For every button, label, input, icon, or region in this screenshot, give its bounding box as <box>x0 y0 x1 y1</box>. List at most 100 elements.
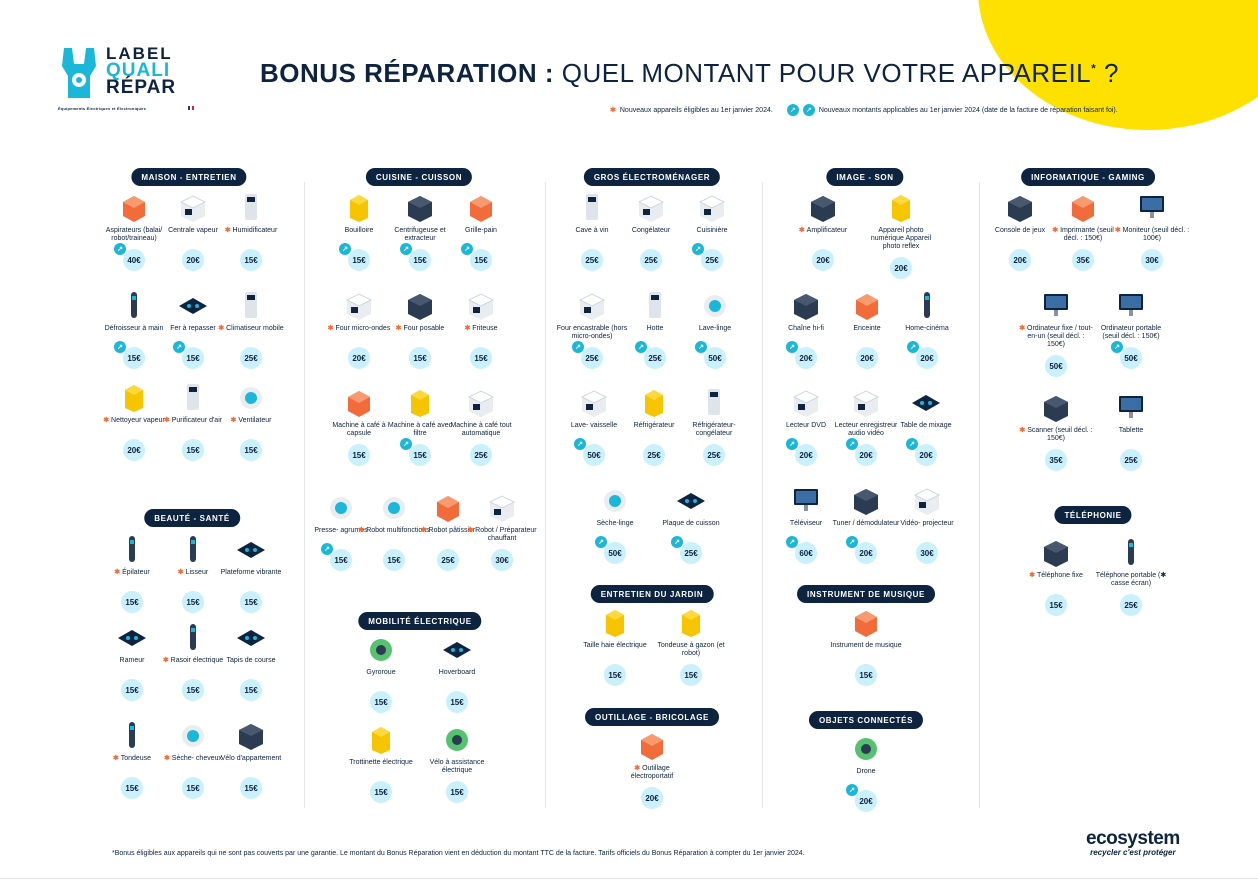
appliance-name: Téléphone portable (✱ casse écran) <box>1093 572 1169 588</box>
appliance-card: Réfrigérateur- congélateur 25€ <box>676 385 752 466</box>
appliance-name: ✱ Téléphone fixe <box>1018 572 1094 588</box>
air-purifier-icon <box>187 384 199 410</box>
appliance-card: Centrifugeuse et extracteur 15€ ↗ <box>382 190 458 271</box>
appliance-name-text: Téléphone fixe <box>1036 572 1083 579</box>
bonus-price: 20€ <box>641 787 663 809</box>
appliance-name: ✱ Sèche- cheveux <box>155 755 231 771</box>
category-header: TÉLÉPHONIE <box>1054 506 1132 524</box>
appliance-name: Tablette <box>1093 427 1169 443</box>
new-device-star-icon: ✱ <box>358 527 367 534</box>
appliance-name: Centrale vapeur <box>155 227 231 243</box>
appliance-name-text: Tondeuse à gazon (et robot) <box>657 642 725 657</box>
bonus-price: 25€ <box>703 444 725 466</box>
column-divider <box>979 182 980 808</box>
ecosystem-logo: ecosystem recycler c'est protéger <box>1086 828 1180 857</box>
appliance-name-text: Lecteur enregistreur audio vidéo <box>834 422 898 437</box>
column-divider <box>545 182 546 808</box>
appliance-name: ✱ Four posable <box>382 325 458 341</box>
appliance-card: ✱ Outillage électroportatif 20€ <box>614 728 690 809</box>
bonus-price-value: 15€ <box>244 685 258 695</box>
appliance-name-text: Réfrigérateur- congélateur <box>692 422 736 437</box>
bonus-price-value: 15€ <box>450 697 464 707</box>
bonus-price-value: 15€ <box>186 353 200 363</box>
bonus-price: 15€ <box>240 777 262 799</box>
appliance-card: Ordinateur portable (seuil décl. : 150€)… <box>1093 288 1169 369</box>
bonus-price: 50€ ↗ <box>574 438 605 466</box>
legend-new-devices: Nouveaux appareils éligibles au 1er janv… <box>619 106 773 114</box>
appliance-card: Home-cinéma 20€ ↗ <box>889 288 965 369</box>
appliance-name: ✱ Humidificateur <box>213 227 289 243</box>
appliance-name-text: Friteuse <box>472 325 498 332</box>
cooker-icon <box>698 195 726 222</box>
appliance-name: ✱ Friteuse <box>443 325 519 341</box>
bonus-price-value: 50€ <box>708 353 722 363</box>
appliance-card: Chaîne hi-fi 20€ ↗ <box>768 288 844 369</box>
bonus-price: 15€ <box>121 777 143 799</box>
bonus-price-value: 15€ <box>450 787 464 797</box>
bonus-price-value: 25€ <box>585 353 599 363</box>
appliance-name-text: Fer à repasser <box>170 325 216 332</box>
new-amount-arrow-icon: ↗ <box>114 243 126 255</box>
appliance-name-text: Lecteur DVD <box>785 422 827 429</box>
appliance-name-text: Trottinette électrique <box>349 759 413 766</box>
appliance-name: Enceinte <box>829 325 905 341</box>
appliance-name: Four encastrable (hors micro-ondes) <box>554 325 630 341</box>
bonus-price-value: 20€ <box>860 353 874 363</box>
title-bold: BONUS RÉPARATION : <box>260 58 555 88</box>
new-device-star-icon: ✱ <box>162 657 171 664</box>
bonus-price: 15€ <box>680 664 702 686</box>
stand-mixer-icon <box>437 496 459 522</box>
bonus-price-value: 15€ <box>244 255 258 265</box>
printer-icon <box>1072 196 1094 222</box>
bonus-price-value: 15€ <box>186 685 200 695</box>
hob-icon <box>677 493 705 509</box>
chest-freezer-icon <box>637 195 665 222</box>
appliance-name-text: Sèche-linge <box>596 520 634 527</box>
appliance-card: ✱ Four micro-ondes 20€ <box>321 288 397 369</box>
appliance-card: Tapis de course 15€ <box>213 620 289 701</box>
fridge-icon <box>645 390 663 417</box>
bonus-price-value: 25€ <box>585 255 599 265</box>
bonus-price-value: 15€ <box>186 783 200 793</box>
appliance-name-text: Machine à café à capsule <box>332 422 386 437</box>
appliance-name-text: Aspirateurs (balai/ robot/traineau) <box>105 227 163 242</box>
appliance-card: ✱ Amplificateur 20€ <box>785 190 861 271</box>
game-console-icon <box>1008 196 1032 222</box>
tumble-dryer-icon <box>604 490 626 512</box>
appliance-card: Tondeuse à gazon (et robot) 15€ <box>653 605 729 686</box>
appliance-card: Taille haie électrique 15€ <box>577 605 653 686</box>
bonus-price: 20€ <box>890 257 912 279</box>
appliance-name: Vélo d'appartement <box>213 755 289 771</box>
bonus-price-value: 50€ <box>1049 361 1063 371</box>
steam-station-icon <box>179 195 207 222</box>
new-device-star-icon: ✱ <box>224 227 233 234</box>
food-processor-icon <box>383 497 405 519</box>
appliance-name-text: Téléviseur <box>789 520 823 527</box>
appliance-name: ✱ Tondeuse <box>94 755 170 771</box>
bonus-price: 25€ ↗ <box>671 536 702 564</box>
cooker-hood-icon <box>649 292 661 318</box>
appliance-name-text: Ventilateur <box>238 417 272 424</box>
monitor-icon <box>1140 196 1164 218</box>
appliance-name: Console de jeux <box>982 227 1058 243</box>
new-amount-arrow-icon: ↗ <box>1111 341 1123 353</box>
appliance-card: Cave à vin 25€ <box>554 190 630 271</box>
appliance-name: ✱ Moniteur (seuil décl. : 100€) <box>1114 227 1190 243</box>
category-header: INSTRUMENT DE MUSIQUE <box>797 585 935 603</box>
appliance-name: Ordinateur portable (seuil décl. : 150€) <box>1093 325 1169 341</box>
appliance-name: Tondeuse à gazon (et robot) <box>653 642 729 658</box>
hedge-trimmer-icon <box>606 610 624 637</box>
bonus-price-value: 50€ <box>1124 353 1138 363</box>
bonus-price: 15€ <box>855 664 877 686</box>
footnote: *Bonus éligibles aux appareils qui ne so… <box>112 850 805 857</box>
appliance-name: Défroisseur à main <box>96 325 172 341</box>
appliance-name: Téléviseur <box>768 520 844 536</box>
appliance-name: Hoverboard <box>419 669 495 685</box>
appliance-name-text: Table de mixage <box>900 422 952 429</box>
new-device-star-icon: ✱ <box>1052 227 1061 234</box>
appliance-name-text: Humidificateur <box>232 227 278 234</box>
appliance-name: Cuisinière <box>674 227 750 243</box>
appliance-name: Congélateur <box>613 227 689 243</box>
bonus-price: 15€ <box>182 591 204 613</box>
appliance-name-text: Climatiseur mobile <box>226 325 284 332</box>
